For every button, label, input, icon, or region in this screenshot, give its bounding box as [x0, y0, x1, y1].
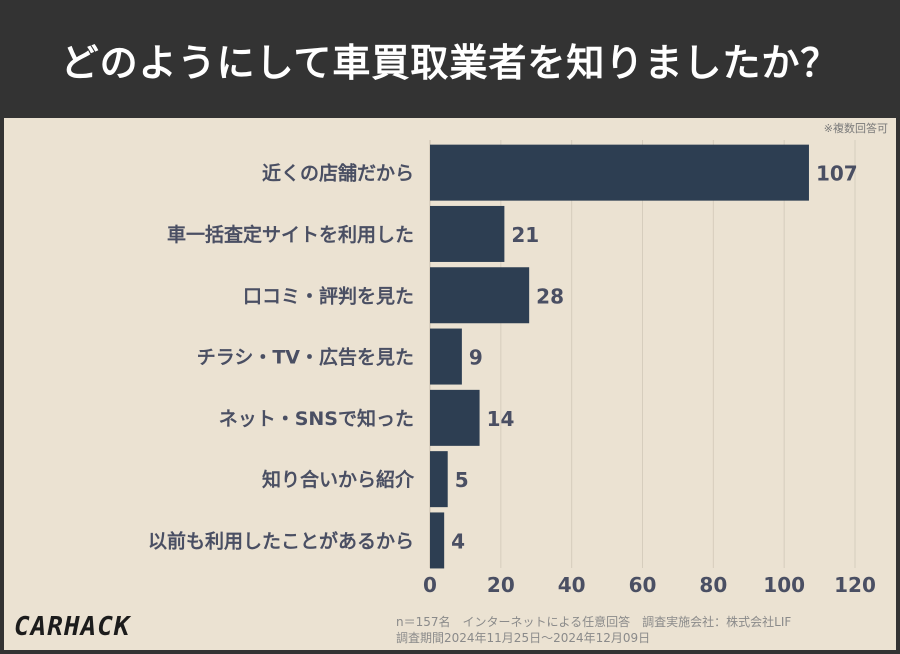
multiple-answer-note: ※複数回答可 — [823, 122, 888, 135]
x-tick-label: 0 — [423, 573, 437, 597]
category-label: 車一括査定サイトを利用した — [167, 223, 414, 246]
bar — [430, 205, 505, 262]
data-label: 107 — [816, 162, 858, 186]
bar — [430, 267, 530, 324]
x-tick-label: 80 — [699, 573, 727, 597]
chart-panel: ※複数回答可 0 20 40 60 80 100 120 近くの店舗だから 107 車一括査定サイ… — [4, 118, 896, 650]
category-label: チラシ・TV・広告を見た — [197, 346, 414, 369]
survey-info: n＝157名 インターネットによる任意回答 調査実施会社：株式会社LIF — [396, 615, 792, 629]
category-label: 知り合いから紹介 — [262, 468, 415, 491]
header: どのようにして車買取業者を知りましたか？ — [0, 0, 900, 118]
x-tick-label: 60 — [629, 573, 657, 597]
x-tick-label: 40 — [558, 573, 586, 597]
bar — [430, 512, 445, 569]
category-label: 口コミ・評判を見た — [243, 284, 414, 307]
data-label: 21 — [511, 223, 539, 247]
category-label: 以前も利用したことがあるから — [148, 529, 414, 552]
bar — [430, 389, 480, 446]
bar — [430, 451, 448, 508]
x-tick-label: 20 — [487, 573, 515, 597]
x-tick-label: 100 — [763, 573, 805, 597]
bar-chart: 0 20 40 60 80 100 120 近くの店舗だから 107 車一括査定サイトを利用した 2… — [148, 140, 876, 597]
bar — [430, 328, 462, 385]
data-label: 5 — [455, 468, 469, 492]
footer-note: n＝157名 インターネットによる任意回答 調査実施会社：株式会社LIF 調査期… — [396, 614, 791, 646]
carhack-logo: CARHACK — [14, 612, 131, 642]
x-tick-label: 120 — [834, 573, 876, 597]
category-label: ネット・SNSで知った — [219, 407, 414, 430]
data-label: 28 — [536, 284, 564, 308]
survey-period: 調査期間2024年11月25日〜2024年12月09日 — [396, 631, 651, 645]
data-label: 9 — [469, 346, 483, 370]
data-label: 4 — [451, 529, 465, 553]
data-label: 14 — [487, 407, 515, 431]
bar — [430, 144, 809, 201]
chart-title: どのようにして車買取業者を知りましたか？ — [60, 40, 840, 85]
category-label: 近くの店舗だから — [262, 162, 414, 185]
